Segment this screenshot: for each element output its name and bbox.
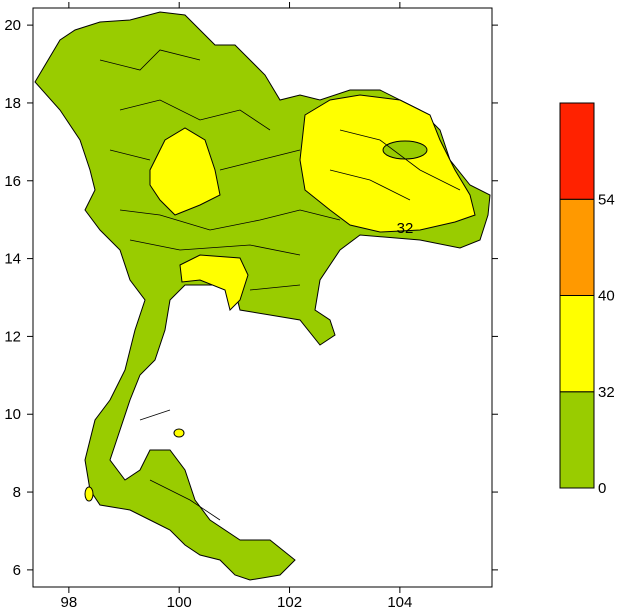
yellow-zone [149, 127, 221, 216]
province-borders [99, 49, 461, 521]
colorbar-box [559, 391, 595, 489]
contour-label: 32 [397, 220, 414, 237]
y-tick-label: 14 [4, 251, 21, 268]
colorbar: 0 32 40 54 [559, 102, 615, 497]
land [34, 11, 491, 581]
colorbar-label: 40 [598, 288, 615, 305]
colorbar-box [559, 295, 595, 393]
green-patch [382, 140, 428, 160]
colorbar-label: 54 [598, 191, 615, 208]
x-tick-label: 98 [61, 594, 78, 610]
border [99, 49, 461, 521]
y-tick-label: 18 [4, 95, 21, 112]
x-tick-label: 100 [167, 594, 192, 610]
axes: 98 100 102 104 6 8 10 12 14 16 18 20 [4, 2, 498, 611]
y-tick-label: 6 [13, 562, 21, 579]
y-tick-label: 8 [13, 484, 21, 501]
yellow-island [84, 486, 94, 502]
colorbar-box [559, 102, 595, 200]
x-tick-label: 102 [277, 594, 302, 610]
colorbar-label: 32 [598, 384, 615, 401]
y-tick-label: 10 [4, 406, 21, 423]
y-tick-label: 12 [4, 328, 21, 345]
y-tick-label: 20 [4, 17, 21, 34]
yellow-zone [299, 94, 476, 233]
land-area [34, 11, 491, 581]
yellow-zone [179, 254, 249, 311]
colorbar-label: 0 [598, 480, 606, 497]
x-tick-label: 104 [387, 594, 412, 610]
plot-frame [32, 7, 493, 588]
y-tick-label: 16 [4, 173, 21, 190]
yellow-island [173, 428, 185, 438]
colorbar-box [559, 198, 595, 296]
